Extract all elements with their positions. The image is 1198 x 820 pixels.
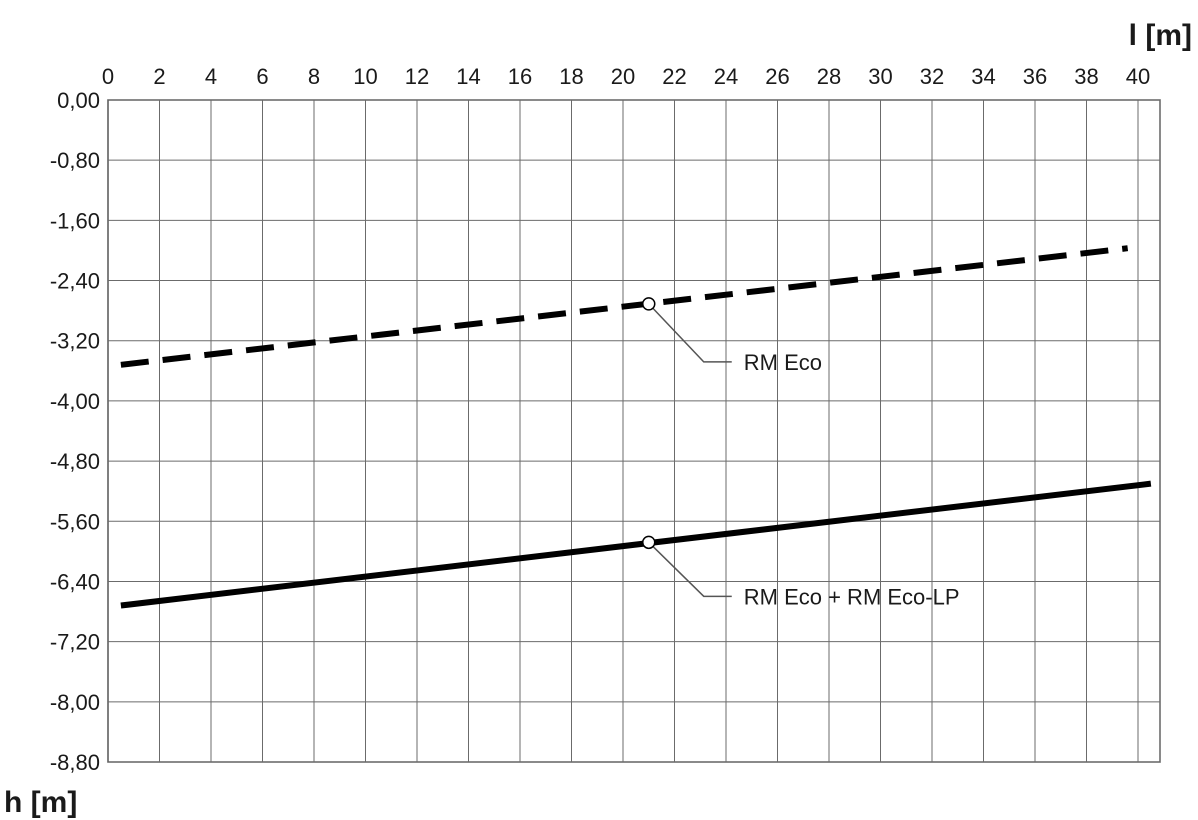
x-tick-label: 10 xyxy=(353,64,377,89)
y-tick-label: -2,40 xyxy=(50,269,100,294)
x-tick-label: 12 xyxy=(405,64,429,89)
y-axis-title: h [m] xyxy=(4,786,77,819)
x-tick-label: 26 xyxy=(765,64,789,89)
x-tick-label: 18 xyxy=(559,64,583,89)
series-lines xyxy=(120,245,1152,609)
y-tick-label: -8,00 xyxy=(50,690,100,715)
series-marker xyxy=(642,535,656,550)
y-tick-label: -6,40 xyxy=(50,569,100,594)
plot-area xyxy=(107,99,1161,763)
y-tick-label: 0,00 xyxy=(57,88,100,113)
y-tick-label: -7,20 xyxy=(50,630,100,655)
y-tick-labels: 0,00 -0,80 -1,60 -2,40 -3,20 -4,00 -4,80 -5,60 -… xyxy=(50,88,100,775)
x-tick-label: 0 xyxy=(102,64,114,89)
leader-line xyxy=(648,303,732,363)
annotations: RM Eco RM Eco + RM Eco-LP xyxy=(642,297,960,609)
x-tick-label: 34 xyxy=(971,64,995,89)
annotation-label: RM Eco + RM Eco-LP xyxy=(744,584,960,609)
series-line-2 xyxy=(120,480,1152,609)
x-tick-label: 36 xyxy=(1023,64,1047,89)
x-tick-label: 4 xyxy=(205,64,217,89)
y-tick-label: -5,60 xyxy=(50,509,100,534)
x-tick-labels: 0 2 4 6 8 10 12 14 16 18 20 22 24 26 28 30 32 34 36 38 40 xyxy=(102,64,1150,89)
leader-line xyxy=(648,541,732,598)
x-tick-label: 2 xyxy=(153,64,165,89)
x-tick-label: 32 xyxy=(920,64,944,89)
y-tick-label: -3,20 xyxy=(50,329,100,354)
y-tick-label: -4,80 xyxy=(50,449,100,474)
x-tick-label: 14 xyxy=(456,64,480,89)
y-tick-label: -4,00 xyxy=(50,389,100,414)
x-tick-label: 28 xyxy=(817,64,841,89)
x-tick-label: 30 xyxy=(868,64,892,89)
x-axis-title: l [m] xyxy=(1129,19,1192,52)
x-tick-label: 6 xyxy=(256,64,268,89)
x-tick-label: 38 xyxy=(1074,64,1098,89)
x-tick-label: 22 xyxy=(662,64,686,89)
x-tick-label: 16 xyxy=(508,64,532,89)
x-tick-label: 20 xyxy=(611,64,635,89)
y-tick-label: -0,80 xyxy=(50,148,100,173)
annotation-label: RM Eco xyxy=(744,350,822,375)
x-tick-label: 8 xyxy=(308,64,320,89)
x-tick-label: 24 xyxy=(714,64,738,89)
grid xyxy=(108,99,1161,763)
x-tick-label: 40 xyxy=(1126,64,1150,89)
series-line-1 xyxy=(120,245,1129,368)
series-marker xyxy=(642,297,656,311)
y-tick-label: -1,60 xyxy=(50,208,100,233)
y-tick-label: -8,80 xyxy=(50,750,100,775)
